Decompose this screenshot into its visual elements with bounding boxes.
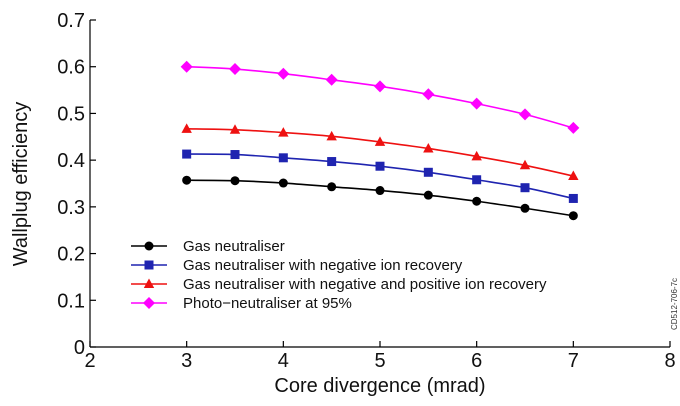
legend-marker [143,278,155,288]
data-point [180,60,193,73]
data-point [278,127,289,137]
legend-marker [143,297,155,309]
data-point [519,108,531,121]
data-point [374,80,386,93]
data-point [520,183,530,193]
x-tick-label: 3 [181,350,192,372]
data-point [230,176,240,186]
legend: Gas neutraliser Gas neutraliser with nega… [131,238,547,312]
data-point [327,182,337,192]
legend-marker [144,241,154,251]
plot-area [89,20,670,348]
x-tick-label: 4 [278,350,289,372]
legend-item: Gas neutraliser [131,238,285,255]
x-tick-label: 6 [471,350,482,372]
data-point [229,124,241,134]
legend-marker [144,260,154,270]
data-point [423,167,433,177]
y-ticks: 0 0.1 0.2 0.3 0.4 0.5 0.6 0.7 [57,10,96,359]
y-tick-label: 0 [74,337,85,359]
legend-item: Photo−neutraliser at 95% [131,295,352,312]
series-layer [180,60,580,221]
data-point [471,150,482,161]
data-point [568,193,578,203]
data-point [423,142,434,153]
data-point [182,149,192,159]
data-point [375,161,385,171]
legend-item: Gas neutraliser with negative and positi… [131,276,547,293]
legend-item: Gas neutraliser with negative ion recove… [131,257,463,274]
x-axis-title: Core divergence (mrad) [274,375,485,397]
x-tick-label: 5 [374,350,385,372]
series-line [186,65,574,129]
y-axis-title: Wallplug efficiency [10,102,32,267]
data-point [568,170,579,181]
series-4 [180,60,580,134]
data-point [182,175,192,185]
y-tick-label: 0.6 [57,57,85,79]
data-point [325,73,338,86]
y-tick-label: 0.1 [57,290,85,312]
x-tick-label: 7 [568,350,579,372]
x-tick-label: 8 [664,350,675,372]
data-point [422,88,435,101]
data-point [277,67,290,80]
data-point [326,130,337,141]
y-tick-label: 0.4 [57,150,85,172]
data-point [278,178,288,188]
data-point [374,136,386,146]
data-point [520,203,530,213]
data-point [327,157,337,167]
data-point [472,175,482,185]
data-point [229,63,241,76]
legend-label: Gas neutraliser [183,238,285,255]
x-ticks: 2 3 4 5 6 7 8 [84,341,676,372]
figure-id-watermark: CD512-706-7c [670,278,679,330]
data-point [519,159,531,170]
y-tick-label: 0.2 [57,244,85,266]
y-tick-label: 0.5 [57,103,85,125]
series-2 [182,149,578,203]
data-point [278,153,288,163]
y-tick-label: 0.3 [57,197,85,219]
legend-label: Gas neutraliser with negative and positi… [183,276,547,293]
y-tick-label: 0.7 [57,10,85,32]
legend-label: Photo−neutraliser at 95% [183,295,352,312]
legend-label: Gas neutraliser with negative ion recove… [183,257,463,274]
data-point [181,123,192,133]
x-tick-label: 2 [84,350,95,372]
data-point [375,186,385,196]
data-point [568,211,578,221]
data-point [472,196,482,206]
series-3 [181,123,579,181]
data-point [470,97,483,110]
data-point [230,150,240,160]
data-point [567,121,580,134]
series-1 [182,175,578,221]
data-point [423,190,433,200]
